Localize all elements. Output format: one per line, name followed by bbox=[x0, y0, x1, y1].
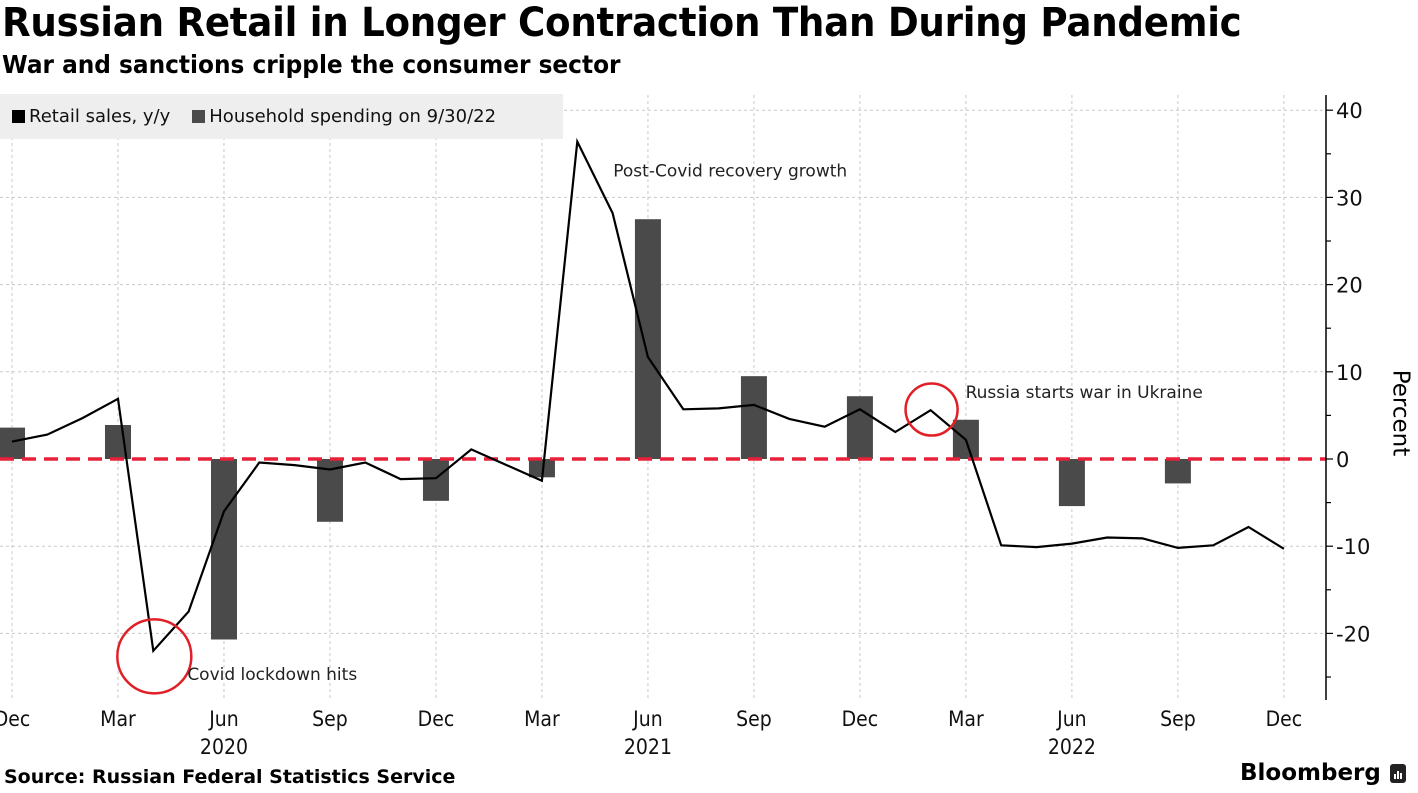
retail-sales-line bbox=[11, 137, 1285, 654]
household-spending-bar bbox=[1164, 459, 1191, 484]
household-spending-bar bbox=[740, 376, 767, 459]
legend-label: Household spending on 9/30/22 bbox=[209, 106, 497, 127]
household-spending-bar bbox=[210, 459, 237, 640]
annotation-circles bbox=[116, 382, 959, 695]
legend-item-household-spending: Household spending on 9/30/22 bbox=[192, 106, 496, 127]
chart-title: Russian Retail in Longer Contraction Tha… bbox=[2, 0, 1242, 46]
annotation-label: Russia starts war in Ukraine bbox=[966, 383, 1203, 403]
household-spending-bar bbox=[1058, 459, 1085, 507]
x-axis: Dec Mar Jun 2020 Sep Dec Mar Jun 2021 Sep Dec Mar Ju… bbox=[0, 706, 1302, 759]
annotation-label: Covid lockdown hits bbox=[187, 665, 357, 685]
y-axis-label: Percent bbox=[1387, 369, 1414, 457]
x-year-label: 2021 bbox=[624, 734, 672, 759]
brand-logo: Bloomberg bbox=[1240, 760, 1406, 786]
x-tick-label: Mar bbox=[948, 706, 984, 731]
x-tick-label: Sep bbox=[1160, 706, 1196, 731]
highlight-circle bbox=[904, 382, 959, 437]
legend: Retail sales, y/y Household spending on … bbox=[0, 94, 563, 139]
x-year-label: 2022 bbox=[1048, 734, 1096, 759]
y-tick-label: 0 bbox=[1336, 448, 1349, 472]
y-axis: -20 -10 0 10 20 30 40 bbox=[1325, 95, 1370, 700]
household-spending-bar bbox=[528, 459, 555, 478]
y-tick-label: 30 bbox=[1336, 186, 1363, 210]
y-tick-label: 10 bbox=[1336, 361, 1363, 385]
x-year-label: 2020 bbox=[200, 734, 248, 759]
x-tick-label: Dec bbox=[418, 706, 455, 731]
x-tick-label: Dec bbox=[842, 706, 879, 731]
gridlines bbox=[0, 95, 1326, 700]
x-tick-label: Sep bbox=[736, 706, 772, 731]
x-tick-label: Jun bbox=[207, 706, 238, 731]
household-spending-bar bbox=[846, 396, 873, 459]
brand-name: Bloomberg bbox=[1240, 760, 1381, 786]
y-tick-label: -10 bbox=[1336, 535, 1370, 559]
y-tick-label: 20 bbox=[1336, 274, 1363, 298]
x-tick-label: Dec bbox=[0, 706, 30, 731]
household-spending-bar bbox=[422, 459, 449, 501]
household-spending-bar bbox=[634, 219, 661, 459]
x-tick-label: Mar bbox=[100, 706, 136, 731]
highlight-circle bbox=[116, 618, 193, 695]
source-note: Source: Russian Federal Statistics Servi… bbox=[4, 766, 456, 788]
legend-swatch-retail bbox=[12, 110, 25, 123]
x-tick-label: Dec bbox=[1266, 706, 1303, 731]
y-tick-label: -20 bbox=[1336, 622, 1370, 646]
annotation-labels: Covid lockdown hits Post-Covid recovery g… bbox=[187, 162, 1202, 685]
household-spending-bar bbox=[0, 427, 25, 459]
x-tick-label: Sep bbox=[312, 706, 348, 731]
bloomberg-chart-icon bbox=[1389, 763, 1406, 783]
legend-swatch-household bbox=[192, 110, 206, 123]
legend-label: Retail sales, y/y bbox=[29, 106, 171, 127]
annotation-label: Post-Covid recovery growth bbox=[613, 162, 847, 182]
bar-series bbox=[0, 219, 1191, 640]
x-tick-label: Jun bbox=[1055, 706, 1086, 731]
x-tick-label: Jun bbox=[631, 706, 662, 731]
legend-item-retail-sales: Retail sales, y/y bbox=[12, 106, 170, 127]
y-tick-label: 40 bbox=[1336, 99, 1363, 123]
x-tick-label: Mar bbox=[524, 706, 560, 731]
household-spending-bar bbox=[104, 424, 131, 459]
chart-subtitle: War and sanctions cripple the consumer s… bbox=[2, 50, 621, 79]
